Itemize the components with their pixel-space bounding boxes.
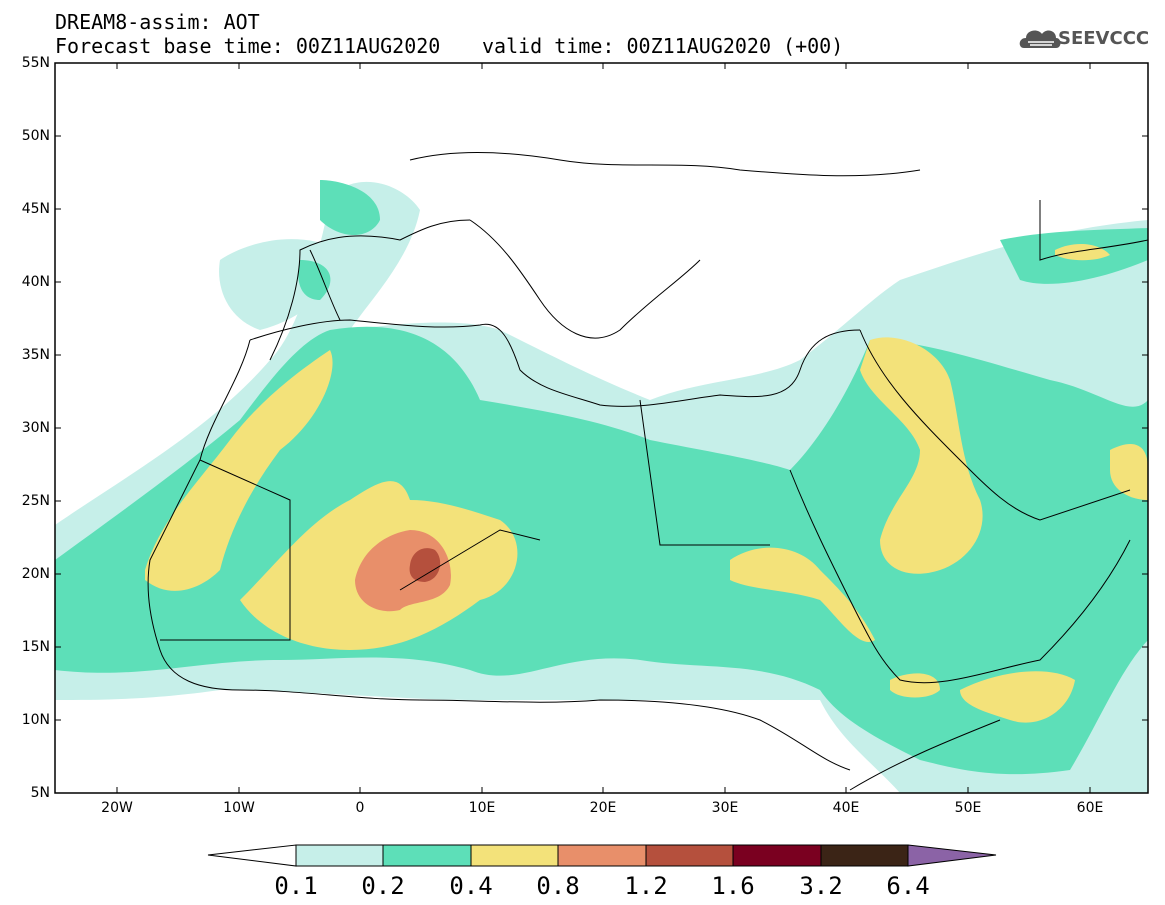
lon-label-60e: 60E bbox=[1076, 800, 1104, 816]
colorbar-label-6.4: 6.4 bbox=[886, 872, 930, 900]
lon-label-0: 0 bbox=[355, 800, 365, 816]
lat-label-30n: 30N bbox=[21, 420, 50, 436]
lat-label-35n: 35N bbox=[21, 347, 50, 363]
aot-band-0.4 bbox=[145, 243, 1148, 723]
lat-label-50n: 50N bbox=[21, 128, 50, 144]
lon-label-20w: 20W bbox=[101, 800, 133, 816]
lat-label-55n: 55N bbox=[21, 55, 50, 71]
title-line-2: Forecast base time: 00Z11AUG2020 bbox=[55, 34, 441, 58]
colorbar-label-3.2: 3.2 bbox=[799, 872, 843, 900]
lat-label-20n: 20N bbox=[21, 566, 50, 582]
lat-label-25n: 25N bbox=[21, 493, 50, 509]
colorbar-seg-2 bbox=[470, 844, 559, 867]
colorbar-seg-1 bbox=[382, 844, 472, 867]
title-line-1: DREAM8-assim: AOT bbox=[55, 10, 260, 34]
cloud-icon bbox=[1019, 30, 1061, 48]
lat-label-10n: 10N bbox=[21, 712, 50, 728]
lat-label-15n: 15N bbox=[21, 639, 50, 655]
colorbar-label-0.4: 0.4 bbox=[449, 872, 493, 900]
aot-band-0.2 bbox=[55, 180, 1148, 775]
colorbar-label-1.6: 1.6 bbox=[711, 872, 755, 900]
colorbar-label-0.8: 0.8 bbox=[536, 872, 580, 900]
lon-label-10e: 10E bbox=[468, 800, 496, 816]
lat-label-5n: 5N bbox=[30, 785, 50, 801]
colorbar-label-0.1: 0.1 bbox=[274, 872, 318, 900]
colorbar-seg-0 bbox=[295, 844, 384, 867]
colorbar-seg-4 bbox=[645, 844, 734, 867]
lon-label-40e: 40E bbox=[832, 800, 860, 816]
lon-label-20e: 20E bbox=[589, 800, 617, 816]
aot-band-1.2 bbox=[409, 548, 441, 582]
lat-label-40n: 40N bbox=[21, 274, 50, 290]
colorbar-seg-6 bbox=[820, 844, 909, 867]
colorbar-label-0.2: 0.2 bbox=[361, 872, 405, 900]
colorbar-seg-5 bbox=[732, 844, 822, 867]
valid-time-label: valid time: 00Z11AUG2020 (+00) bbox=[482, 34, 844, 58]
lon-label-50e: 50E bbox=[954, 800, 982, 816]
colorbar bbox=[207, 844, 997, 867]
lon-label-30e: 30E bbox=[711, 800, 739, 816]
colorbar-seg-3 bbox=[557, 844, 647, 867]
colorbar-high-arrow bbox=[907, 844, 997, 867]
colorbar-low-arrow bbox=[207, 844, 297, 867]
lat-label-45n: 45N bbox=[21, 201, 50, 217]
colorbar-label-1.2: 1.2 bbox=[624, 872, 668, 900]
logo-text: SEEVCCC bbox=[1058, 28, 1150, 49]
lon-label-10w: 10W bbox=[223, 800, 255, 816]
coastlines bbox=[147, 152, 1148, 791]
axis-ticks bbox=[55, 62, 1148, 794]
